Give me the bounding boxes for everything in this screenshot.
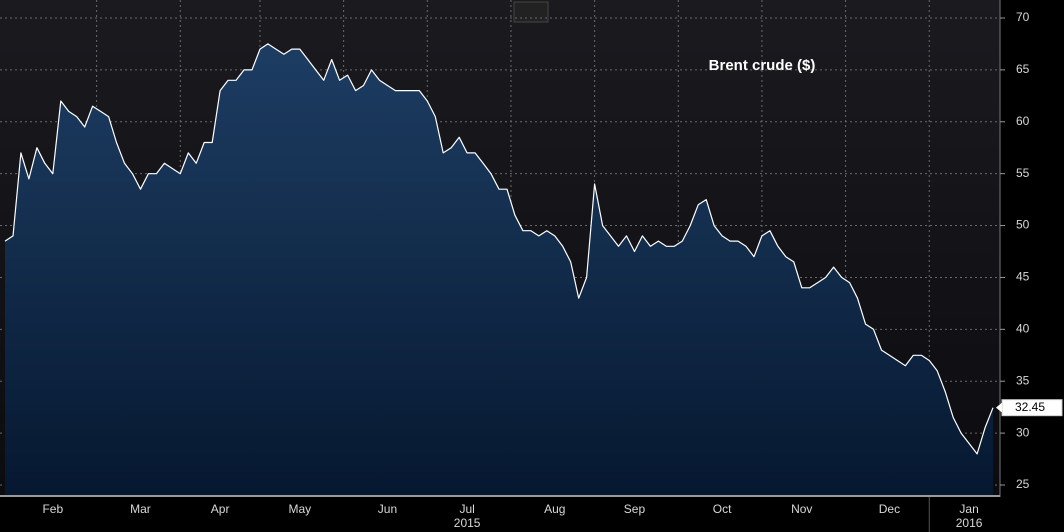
x-tick-label: Dec <box>879 502 900 516</box>
y-tick-label: 35 <box>1016 373 1030 387</box>
chart-annotation: Brent crude ($) <box>709 57 816 74</box>
x-tick-label: Mar <box>130 502 151 516</box>
x-tick-label: Oct <box>713 502 732 516</box>
x-tick-label: Feb <box>42 502 63 516</box>
y-tick-label: 40 <box>1016 322 1030 336</box>
year-label: 2015 <box>454 516 481 530</box>
chart-type-button[interactable] <box>513 1 549 23</box>
area-fill <box>5 43 993 496</box>
last-value-label: 32.45 <box>1015 400 1045 414</box>
y-tick-label: 50 <box>1016 218 1030 232</box>
y-tick-label: 25 <box>1016 477 1030 491</box>
price-line <box>4 43 994 455</box>
last-value-pointer <box>996 402 1002 413</box>
x-tick-label: Nov <box>791 502 812 516</box>
x-tick-label: Jun <box>378 502 397 516</box>
x-tick-label: Jul <box>459 502 474 516</box>
x-tick-label: Sep <box>624 502 646 516</box>
y-tick-label: 60 <box>1016 114 1030 128</box>
year-label: 2016 <box>956 516 983 530</box>
x-tick-label: Apr <box>211 502 230 516</box>
x-tick-label: Jan <box>959 502 978 516</box>
x-tick-label: Aug <box>544 502 565 516</box>
y-tick-label: 65 <box>1016 62 1030 76</box>
y-tick-label: 55 <box>1016 166 1030 180</box>
y-tick-label: 70 <box>1016 10 1030 24</box>
y-tick-label: 30 <box>1016 425 1030 439</box>
y-tick-label: 45 <box>1016 270 1030 284</box>
x-tick-label: May <box>288 502 311 516</box>
